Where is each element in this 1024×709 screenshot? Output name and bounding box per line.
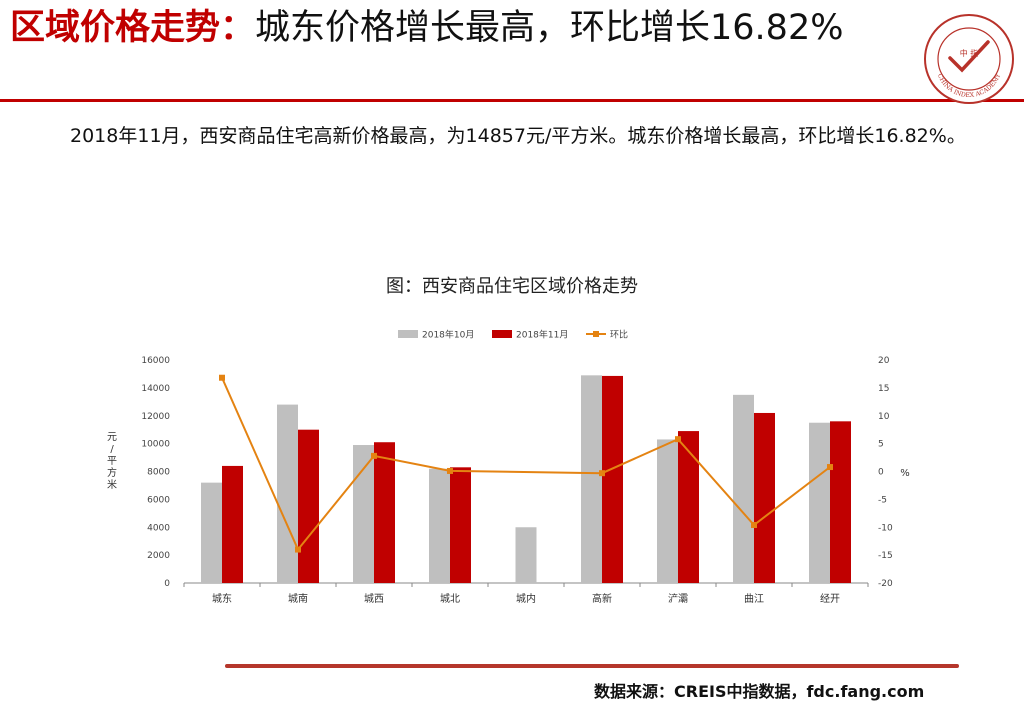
bar-6-oct [657, 439, 678, 583]
bar-8-oct [809, 422, 830, 583]
x-tick-label-2: 城西 [364, 593, 384, 605]
legend-label-2: 环比 [610, 329, 628, 341]
bar-7-oct [733, 394, 754, 583]
mom-point-5 [599, 470, 605, 477]
mom-point-2 [371, 452, 377, 459]
page-title-rest: 城东价格增长最高，环比增长16.82% [255, 8, 844, 48]
y2-tick-label-0: -20 [878, 579, 893, 589]
y-tick-label-5: 10000 [141, 440, 170, 450]
legend-label-1: 2018年11月 [516, 329, 568, 341]
x-tick-label-5: 高新 [592, 592, 612, 605]
y-tick-label-6: 12000 [141, 412, 170, 422]
x-tick-label-8: 经开 [820, 592, 840, 605]
y-tick-label-7: 14000 [141, 384, 170, 394]
y2-tick-label-4: 0 [878, 468, 884, 478]
legend-label-0: 2018年10月 [422, 329, 474, 341]
x-tick-label-4: 城内 [516, 592, 536, 605]
bar-3-oct [429, 468, 450, 583]
y-tick-label-3: 6000 [147, 495, 170, 505]
y-axis-label-char-3: 方 [107, 466, 117, 479]
mom-point-8 [827, 464, 833, 471]
x-tick-label-0: 城东 [212, 592, 232, 605]
legend-swatch-0 [398, 330, 418, 338]
x-tick-label-3: 城北 [440, 593, 460, 605]
mom-point-6 [675, 436, 681, 443]
page-title-accent: 区域价格走势： [10, 8, 256, 48]
y2-tick-label-5: 5 [878, 440, 884, 450]
y2-tick-label-7: 15 [878, 384, 889, 394]
price-trend-chart: 图：西安商品住宅区域价格走势 2018年10月 2018年11月 环比 0 2000 400… [107, 276, 910, 605]
y-axis-label-char-0: 元 [107, 432, 117, 443]
bar-4-oct [515, 527, 537, 583]
x-tick-label-1: 城南 [288, 592, 308, 605]
footer-divider [225, 664, 959, 668]
y2-tick-label-2: -10 [878, 523, 893, 533]
mom-point-0 [219, 374, 225, 381]
bar-7-nov [754, 412, 775, 583]
mom-change-line [221, 377, 831, 552]
y-tick-label-8: 16000 [141, 356, 170, 366]
y2-tick-label-3: -5 [878, 495, 887, 505]
bar-5-oct [581, 375, 602, 583]
x-tick-label-6: 浐灞 [668, 592, 688, 605]
logo-inner-text: 中 指 [960, 48, 979, 58]
data-source: 数据来源：CREIS中指数据，fdc.fang.com [594, 682, 925, 701]
bar-1-nov [298, 429, 319, 583]
x-tick-label-7: 曲江 [744, 593, 764, 605]
chart-title: 图：西安商品住宅区域价格走势 [386, 276, 638, 297]
y-tick-label-4: 8000 [147, 468, 170, 478]
y-tick-label-2: 4000 [147, 523, 170, 533]
y2-axis-label: % [900, 468, 910, 479]
y-tick-label-0: 0 [164, 579, 170, 589]
y-axis-label-char-4: 米 [107, 478, 117, 491]
y-axis-label-char-1: / [110, 444, 114, 455]
bar-0-oct [201, 482, 222, 583]
bar-2-oct [353, 445, 374, 583]
mom-point-7 [751, 522, 757, 529]
bar-8-nov [830, 421, 851, 583]
legend-marker-2 [593, 331, 599, 337]
bar-2-nov [374, 442, 395, 583]
bar-1-oct [277, 404, 298, 583]
bar-3-nov [450, 467, 471, 583]
y2-tick-label-6: 10 [878, 412, 890, 422]
bar-0-nov [222, 465, 243, 583]
legend-swatch-1 [492, 330, 512, 338]
china-index-academy-logo: 中 指 CHINA INDEX ACADEMY [924, 14, 1014, 104]
bar-5-nov [602, 375, 623, 583]
page-title: 区域价格走势：城东价格增长最高，环比增长16.82% [10, 4, 910, 52]
y2-tick-label-8: 20 [878, 356, 890, 366]
y2-tick-label-1: -15 [878, 551, 893, 561]
y-tick-label-1: 2000 [147, 551, 170, 561]
y-axis-label-char-2: 平 [107, 456, 117, 467]
mom-point-3 [447, 467, 453, 474]
mom-point-1 [295, 546, 301, 553]
bar-6-nov [678, 431, 699, 583]
title-divider [0, 99, 1024, 102]
summary-paragraph: 2018年11月，西安商品住宅高新价格最高，为14857元/平方米。城东价格增长… [70, 125, 966, 147]
